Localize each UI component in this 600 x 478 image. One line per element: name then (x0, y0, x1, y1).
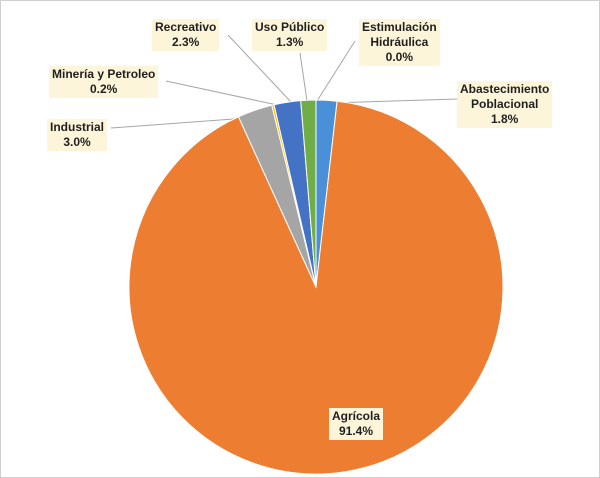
label-industrial-value: 3.0% (63, 135, 91, 149)
label-estimulacion: Estimulación Hidráulica 0.0% (359, 19, 440, 66)
label-recreativo: Recreativo 2.3% (152, 19, 220, 51)
label-uso-publico: Uso Público 1.3% (252, 19, 328, 51)
leader-line-industrial (110, 117, 248, 129)
label-agricola-value: 91.4% (338, 424, 374, 438)
label-agricola: Agrícola 91.4% (329, 408, 384, 440)
label-estimulacion-name-line1: Estimulación (362, 20, 437, 34)
label-mineria: Minería y Petroleo 0.2% (49, 66, 159, 98)
label-abastecimiento-name-line1: Abastecimiento (460, 82, 550, 96)
label-uso-publico-value: 1.3% (275, 35, 304, 49)
label-recreativo-value: 2.3% (172, 35, 200, 49)
label-uso-publico-name: Uso Público (255, 20, 325, 34)
leader-line-estimulacion (316, 40, 356, 102)
label-abastecimiento-value: 1.8% (491, 112, 519, 126)
label-industrial: Industrial 3.0% (47, 119, 108, 151)
label-mineria-value: 0.2% (90, 82, 118, 96)
leader-line-abastecimiento (328, 98, 459, 104)
pie-slice-agricola (128, 100, 504, 475)
leader-line-recreativo (227, 34, 292, 103)
label-industrial-name: Industrial (50, 120, 105, 134)
label-estimulacion-value: 0.0% (385, 50, 414, 64)
leader-line-uso-publico (299, 52, 308, 102)
leader-lines (110, 34, 459, 129)
label-recreativo-name: Recreativo (155, 20, 217, 34)
label-mineria-name: Minería y Petroleo (52, 67, 156, 81)
leader-line-mineria (165, 80, 283, 107)
label-estimulacion-name-line2: Hidráulica (370, 35, 429, 49)
label-abastecimiento-name-line2: Poblacional (471, 97, 539, 111)
label-abastecimiento: Abastecimiento Poblacional 1.8% (457, 81, 553, 128)
label-agricola-name: Agrícola (332, 409, 381, 423)
